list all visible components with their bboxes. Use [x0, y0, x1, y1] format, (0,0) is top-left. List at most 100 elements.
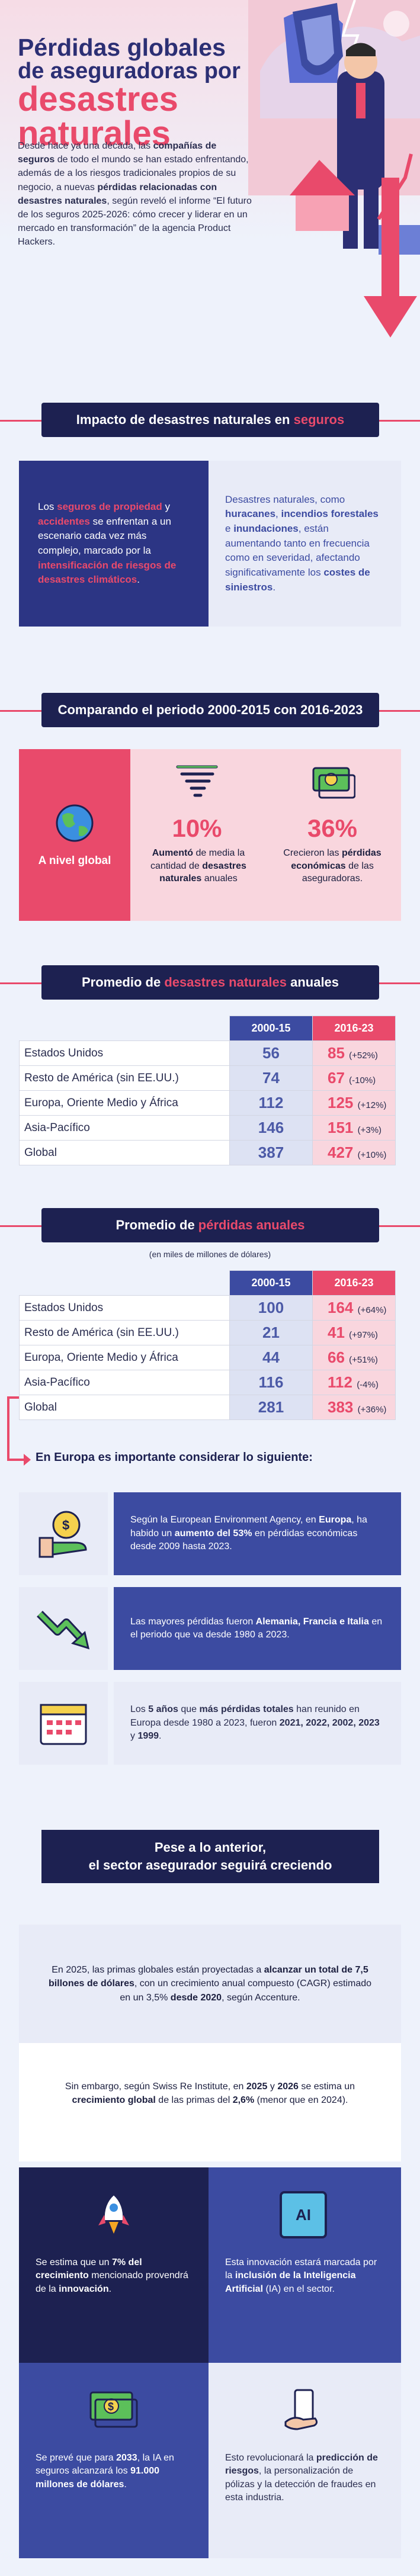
stat2-value: 36% [307, 814, 358, 842]
value-2016-23-cell: 427 (+10%) [312, 1140, 396, 1165]
table-row: Europa, Oriente Medio y África 44 66 (+51%… [19, 1345, 396, 1370]
stat1-text: Aumentó de media la cantidad de desastre… [148, 847, 249, 885]
change-percent: (+3%) [357, 1125, 382, 1135]
europe-text-2: Las mayores pérdidas fueron Alemania, Fr… [130, 1615, 384, 1642]
region-cell: Asia-Pacífico [19, 1115, 230, 1141]
value-2000-15-cell: 116 [229, 1370, 313, 1395]
value-2000-15-cell: 56 [229, 1040, 313, 1066]
stat2-bold: pérdidas económicas [291, 848, 381, 871]
region-cell: Global [19, 1395, 230, 1420]
impact-left-text: Los seguros de propiedad y accidentes se… [38, 500, 190, 587]
region-cell-value: Global [24, 1401, 57, 1414]
change-percent: (+97%) [349, 1330, 378, 1340]
value-2000-15-cell: 387 [229, 1140, 313, 1165]
text-segment: costes de siniestros [225, 566, 370, 593]
text-segment: , [275, 508, 281, 520]
future-header: Pese a lo anterior, el sector asegurador… [41, 1830, 379, 1883]
text-segment: Sin embargo, según Swiss Re Institute, e… [65, 2081, 246, 2092]
future-header-2: el sector asegurador seguirá creciendo [88, 1858, 332, 1872]
table-row: Estados Unidos 100 164 (+64%) [19, 1295, 396, 1321]
money-bill-icon: $ [89, 2391, 138, 2428]
region-cell-value: Resto de América (sin EE.UU.) [24, 1071, 179, 1084]
text-segment: , están aumentando tanto en frecuencia c… [225, 523, 370, 578]
value-2016-23-cell-value: 67 [328, 1069, 345, 1087]
region-cell: Resto de América (sin EE.UU.) [19, 1320, 230, 1345]
future-cell-3: $ Se prevé que para 2033, la IA en segur… [19, 2363, 209, 2558]
title-line-4: naturales [18, 114, 171, 153]
text-segment: 2033 [116, 2453, 137, 2463]
europe-text-1-wrap: Según la European Environment Agency, en… [114, 1492, 401, 1575]
text-segment: Se estima que un [36, 2257, 112, 2267]
text-segment: . [159, 1731, 162, 1742]
change-percent: (-4%) [357, 1380, 379, 1390]
impact-header-accent: seguros [293, 412, 345, 427]
value-2000-15-cell: 146 [229, 1115, 313, 1141]
europe-text-3-wrap: Los 5 años que más pérdidas totales han … [114, 1682, 401, 1765]
future-p1: En 2025, las primas globales están proye… [43, 1963, 377, 2005]
stat2-start: Crecieron las [283, 848, 342, 858]
text-segment: Desde hace ya una década, las [18, 141, 153, 151]
losses-subtitle: (en miles de millones de dólares) [149, 1250, 271, 1259]
text-segment: alcanzar un total de 7,5 billones de dól… [48, 1965, 368, 1989]
text-segment: de todo el mundo se han estado enfrentan… [18, 155, 249, 192]
region-cell-value: Asia-Pacífico [24, 1121, 90, 1134]
future-p2: Sin embargo, según Swiss Re Institute, e… [43, 2080, 377, 2107]
title-line-2: de aseguradoras por [18, 59, 241, 83]
text-segment: crecimiento global [72, 2095, 156, 2105]
value-2000-15-cell-value: 21 [262, 1324, 280, 1341]
text-segment: y [267, 2081, 278, 2092]
europe-item-2: Las mayores pérdidas fueron Alemania, Fr… [19, 1587, 401, 1670]
table-row: Global 387 427 (+10%) [19, 1140, 396, 1165]
text-segment: (IA) en el sector. [263, 2283, 335, 2294]
stat1-value: 10% [172, 814, 222, 842]
disasters-header-a: Promedio de [81, 975, 165, 990]
region-cell: Resto de América (sin EE.UU.) [19, 1065, 230, 1091]
text-segment: 1999 [137, 1731, 159, 1742]
value-2016-23-cell: 85 (+52%) [312, 1040, 396, 1066]
text-segment: se enfrentan a un escenario cada vez más… [38, 515, 171, 556]
ai-chip-icon: AI [280, 2191, 327, 2238]
change-percent: (+52%) [349, 1051, 378, 1061]
change-percent: (+12%) [357, 1100, 387, 1110]
text-segment: , ha habido un [130, 1515, 367, 1538]
text-segment: , con un crecimiento anual compuesto (CA… [120, 1978, 372, 2003]
text-segment: Europa [319, 1515, 352, 1525]
text-segment: inclusión de la Inteligencia Artificial [225, 2270, 356, 2294]
future-cell-1: Se estima que un 7% del crecimiento menc… [19, 2167, 209, 2363]
value-2016-23-cell: 41 (+97%) [312, 1320, 396, 1345]
region-cell: Europa, Oriente Medio y África [19, 1345, 230, 1370]
text-segment: aumento del 53% [174, 1528, 252, 1538]
global-label: A nivel global [38, 855, 111, 867]
table-row: Estados Unidos 56 85 (+52%) [19, 1040, 396, 1066]
future-c4: Esto revolucionará la predicción de ries… [225, 2452, 384, 2505]
disasters-header: Promedio de desastres naturales anuales [0, 965, 420, 1000]
value-2016-23-cell: 151 (+3%) [312, 1115, 396, 1141]
future-text-panel: En 2025, las primas globales están proye… [19, 1925, 401, 2161]
text-segment: Esto revolucionará la [225, 2453, 316, 2463]
value-2016-23-cell-value: 164 [328, 1299, 354, 1316]
value-2000-15-cell-value: 112 [258, 1094, 284, 1112]
text-segment: y [162, 501, 170, 513]
text-segment: predicción de riesgos [225, 2453, 378, 2477]
value-2000-15-cell-value: 44 [262, 1348, 280, 1366]
losses-header-accent: pérdidas anuales [198, 1218, 305, 1232]
region-cell-value: Europa, Oriente Medio y África [24, 1351, 178, 1364]
text-segment: incendios forestales [281, 508, 379, 520]
svg-text:$: $ [62, 1518, 69, 1533]
text-segment: mencionado provendrá de la [36, 2270, 188, 2294]
europe-text-2-wrap: Las mayores pérdidas fueron Alemania, Fr… [114, 1587, 401, 1670]
compare-header-text: Comparando el periodo 2000-2015 con 2016… [57, 702, 363, 717]
region-cell: Global [19, 1140, 230, 1165]
region-cell-value: Resto de América (sin EE.UU.) [24, 1326, 179, 1339]
hand-phone-icon [284, 2389, 318, 2430]
value-2000-15-cell: 112 [229, 1090, 313, 1116]
disasters-header-accent: desastres naturales [164, 975, 287, 990]
svg-text:$: $ [108, 2401, 114, 2413]
future-header-1: Pese a lo anterior, [154, 1840, 267, 1855]
text-segment: innovación [59, 2283, 109, 2294]
stat-disasters-card: 10% Aumentó de media la cantidad de desa… [130, 749, 264, 921]
text-segment: . [137, 574, 140, 586]
value-2016-23-cell-value: 427 [328, 1144, 354, 1161]
value-2016-23-cell-value: 112 [328, 1373, 352, 1391]
text-segment: Se prevé que para [36, 2453, 117, 2463]
